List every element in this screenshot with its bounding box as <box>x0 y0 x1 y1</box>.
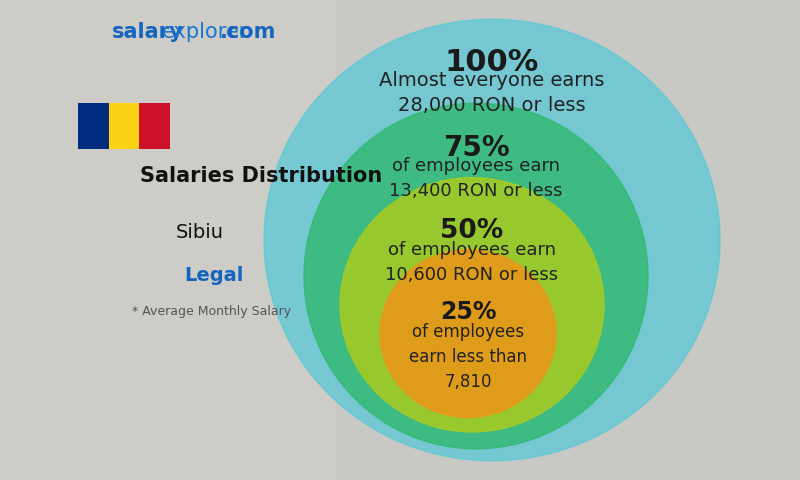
Text: of employees: of employees <box>412 323 524 341</box>
Text: of employees earn: of employees earn <box>388 241 556 259</box>
Ellipse shape <box>304 103 648 449</box>
Text: earn less than: earn less than <box>409 348 527 366</box>
Text: 50%: 50% <box>440 218 504 244</box>
Text: 13,400 RON or less: 13,400 RON or less <box>390 182 562 201</box>
Ellipse shape <box>264 19 720 461</box>
Text: salary: salary <box>112 22 184 42</box>
Text: 75%: 75% <box>442 134 510 162</box>
Text: 25%: 25% <box>440 300 496 324</box>
Text: * Average Monthly Salary: * Average Monthly Salary <box>132 305 291 318</box>
Text: Legal: Legal <box>184 266 243 286</box>
Ellipse shape <box>340 178 604 432</box>
Text: 7,810: 7,810 <box>444 373 492 391</box>
Bar <box>109 103 139 149</box>
Text: 28,000 RON or less: 28,000 RON or less <box>398 96 586 115</box>
Text: Salaries Distribution: Salaries Distribution <box>140 166 382 186</box>
Ellipse shape <box>380 250 556 418</box>
Text: Sibiu: Sibiu <box>176 223 224 242</box>
Bar <box>0 0 336 480</box>
Text: explorer: explorer <box>162 22 248 42</box>
Bar <box>78 103 109 149</box>
Text: Almost everyone earns: Almost everyone earns <box>379 71 605 90</box>
Text: of employees earn: of employees earn <box>392 157 560 176</box>
Bar <box>139 103 170 149</box>
Text: 100%: 100% <box>445 48 539 77</box>
Text: .com: .com <box>220 22 276 42</box>
Text: 10,600 RON or less: 10,600 RON or less <box>386 266 558 284</box>
